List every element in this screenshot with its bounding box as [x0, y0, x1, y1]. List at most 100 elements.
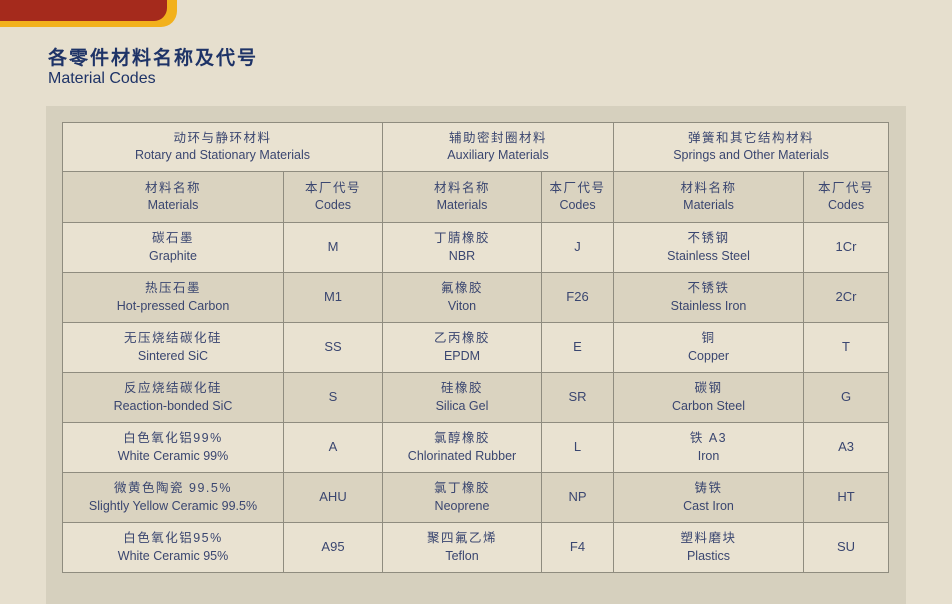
- group-header-auxiliary: 辅助密封圈材料 Auxiliary Materials: [381, 122, 615, 172]
- material-cell: 白色氧化铝95% White Ceramic 95%: [62, 522, 284, 573]
- material-name-en: Copper: [688, 348, 730, 363]
- group-header-rotary: 动环与静环材料 Rotary and Stationary Materials: [62, 122, 383, 172]
- table-row: 白色氧化铝95% White Ceramic 95% A95 聚四氟乙烯 Tef…: [62, 522, 890, 573]
- table-row: 白色氧化铝99% White Ceramic 99% A 氯醇橡胶 Chlori…: [62, 422, 890, 473]
- material-name-zh: 白色氧化铝99%: [123, 431, 223, 445]
- material-name-en: Stainless Steel: [667, 248, 750, 263]
- subheader-materials-1: 材料名称 Materials: [62, 171, 284, 223]
- group-header-row: 动环与静环材料 Rotary and Stationary Materials …: [62, 122, 890, 172]
- material-name-en: White Ceramic 99%: [117, 448, 229, 463]
- subheader-codes-zh: 本厂代号: [304, 180, 361, 195]
- subheader-materials-3: 材料名称 Materials: [613, 171, 805, 223]
- table-row: 碳石墨 Graphite M 丁腈橡胶 NBR J 不锈钢 Stainless …: [62, 222, 890, 273]
- material-cell: 氯醇橡胶 Chlorinated Rubber: [382, 422, 542, 473]
- material-cell: 不锈钢 Stainless Steel: [613, 222, 805, 273]
- material-name-zh: 热压石墨: [144, 281, 201, 295]
- material-name-en: Sintered SiC: [137, 348, 209, 363]
- material-cell: 铁 A3 Iron: [613, 422, 805, 473]
- material-cell: 氟橡胶 Viton: [382, 272, 542, 323]
- code-cell: SU: [803, 522, 890, 573]
- material-name-zh: 丁腈橡胶: [433, 231, 490, 245]
- material-name-en: Teflon: [445, 548, 479, 563]
- material-cell: 铜 Copper: [613, 322, 805, 373]
- code-cell: J: [540, 222, 615, 273]
- code-cell: M1: [283, 272, 383, 323]
- code-cell: HT: [803, 472, 890, 523]
- group-header-auxiliary-zh: 辅助密封圈材料: [449, 130, 548, 145]
- subheader-materials-zh: 材料名称: [144, 180, 201, 195]
- code-cell: 1Cr: [803, 222, 890, 273]
- material-name-zh: 氯醇橡胶: [433, 431, 490, 445]
- material-cell: 无压烧结碳化硅 Sintered SiC: [62, 322, 284, 373]
- material-name-en: Slightly Yellow Ceramic 99.5%: [88, 498, 258, 513]
- code-cell: SS: [283, 322, 383, 373]
- subheader-materials-en: Materials: [683, 198, 734, 212]
- code-cell: F4: [540, 522, 615, 573]
- sub-header-row: 材料名称 Materials 本厂代号 Codes 材料名称 Materials…: [62, 171, 890, 223]
- material-name-en: Iron: [697, 448, 720, 463]
- material-cell: 白色氧化铝99% White Ceramic 99%: [62, 422, 284, 473]
- subheader-codes-3: 本厂代号 Codes: [803, 171, 890, 223]
- material-name-en: Neoprene: [434, 498, 490, 513]
- page-title-zh: 各零件材料名称及代号: [48, 48, 259, 69]
- material-name-zh: 塑料磨块: [680, 531, 737, 545]
- material-cell: 丁腈橡胶 NBR: [382, 222, 542, 273]
- subheader-codes-en: Codes: [827, 198, 865, 212]
- code-cell: G: [803, 372, 890, 423]
- code-cell: L: [540, 422, 615, 473]
- subheader-materials-zh: 材料名称: [433, 180, 490, 195]
- material-name-en: Graphite: [149, 248, 197, 263]
- material-cell: 乙丙橡胶 EPDM: [382, 322, 542, 373]
- subheader-codes-en: Codes: [314, 198, 352, 212]
- table-row: 热压石墨 Hot-pressed Carbon M1 氟橡胶 Viton F26…: [62, 272, 890, 323]
- group-header-rotary-en: Rotary and Stationary Materials: [134, 148, 311, 162]
- material-name-en: Viton: [447, 298, 477, 313]
- material-codes-table: 动环与静环材料 Rotary and Stationary Materials …: [62, 122, 890, 573]
- material-cell: 铸铁 Cast Iron: [613, 472, 805, 523]
- code-cell: A: [283, 422, 383, 473]
- code-cell: 2Cr: [803, 272, 890, 323]
- material-name-en: EPDM: [443, 348, 481, 363]
- code-cell: F26: [540, 272, 615, 323]
- material-name-zh: 铸铁: [694, 481, 723, 495]
- code-cell: A3: [803, 422, 890, 473]
- material-cell: 聚四氟乙烯 Teflon: [382, 522, 542, 573]
- group-header-rotary-zh: 动环与静环材料: [173, 130, 272, 145]
- subheader-codes-1: 本厂代号 Codes: [283, 171, 383, 223]
- material-name-zh: 碳石墨: [151, 231, 194, 245]
- group-header-auxiliary-en: Auxiliary Materials: [447, 148, 549, 162]
- material-name-zh: 白色氧化铝95%: [123, 531, 223, 545]
- material-cell: 碳石墨 Graphite: [62, 222, 284, 273]
- subheader-codes-en: Codes: [559, 198, 596, 212]
- subheader-materials-en: Materials: [436, 198, 488, 212]
- code-cell: S: [283, 372, 383, 423]
- material-name-zh: 氟橡胶: [440, 281, 483, 295]
- page-title-en: Material Codes: [48, 70, 156, 87]
- material-name-en: NBR: [448, 248, 476, 263]
- material-name-en: Stainless Iron: [670, 298, 747, 313]
- code-cell: M: [283, 222, 383, 273]
- ribbon-red-stripe: [0, 0, 167, 21]
- subheader-codes-2: 本厂代号 Codes: [540, 171, 615, 223]
- group-header-springs-en: Springs and Other Materials: [673, 148, 829, 162]
- code-cell: SR: [540, 372, 615, 423]
- material-name-en: Plastics: [686, 548, 731, 563]
- material-name-zh: 反应烧结碳化硅: [123, 381, 222, 395]
- material-name-en: Chlorinated Rubber: [407, 448, 517, 463]
- code-cell: E: [540, 322, 615, 373]
- material-name-zh: 不锈铁: [687, 281, 730, 295]
- material-name-en: Reaction-bonded SiC: [113, 398, 233, 413]
- material-cell: 反应烧结碳化硅 Reaction-bonded SiC: [62, 372, 284, 423]
- material-name-zh: 铜: [701, 331, 716, 345]
- material-name-en: White Ceramic 95%: [117, 548, 229, 563]
- material-cell: 硅橡胶 Silica Gel: [382, 372, 542, 423]
- material-cell: 氯丁橡胶 Neoprene: [382, 472, 542, 523]
- material-cell: 微黄色陶瓷 99.5% Slightly Yellow Ceramic 99.5…: [62, 472, 284, 523]
- table-row: 微黄色陶瓷 99.5% Slightly Yellow Ceramic 99.5…: [62, 472, 890, 523]
- material-name-en: Hot-pressed Carbon: [116, 298, 230, 313]
- material-name-zh: 硅橡胶: [440, 381, 483, 395]
- code-cell: A95: [283, 522, 383, 573]
- material-name-zh: 氯丁橡胶: [433, 481, 490, 495]
- table-row: 无压烧结碳化硅 Sintered SiC SS 乙丙橡胶 EPDM E 铜 Co…: [62, 322, 890, 373]
- material-cell: 塑料磨块 Plastics: [613, 522, 805, 573]
